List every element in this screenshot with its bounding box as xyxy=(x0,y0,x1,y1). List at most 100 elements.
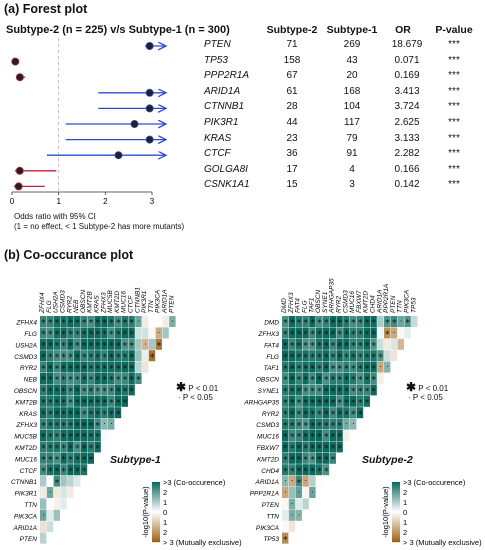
cooc2-cell-star: * xyxy=(310,433,315,443)
cooc2-cell-star: * xyxy=(324,398,329,408)
cooc2-legend-bar xyxy=(392,534,400,536)
forest-x-tick-label: 0 xyxy=(10,197,15,206)
forest-subtype1-count: 4 xyxy=(349,163,355,175)
cooc2-cell-star: * xyxy=(324,341,329,351)
cooc1-col-label: KMT2D xyxy=(114,291,121,313)
cooc1-cell xyxy=(40,487,47,498)
cooc2-cell xyxy=(384,327,391,339)
cooc2-cell xyxy=(322,338,330,350)
cooc1-cell-star: * xyxy=(96,421,101,431)
cooc1-cell xyxy=(135,327,142,339)
cooc1-cell-star: * xyxy=(55,455,60,465)
forest-subtype1-count: 269 xyxy=(343,39,361,50)
cooc2-col-label: PPP2R1A xyxy=(383,284,390,313)
cooc1-cell xyxy=(148,350,156,362)
cooc1-cell-star: * xyxy=(102,387,107,397)
cooc1-cell xyxy=(53,361,60,373)
cooc2-cell xyxy=(343,316,350,327)
cooc1-cell xyxy=(46,452,54,464)
cooc2-cell-star: * xyxy=(344,364,349,374)
cooc1-cell xyxy=(67,327,74,339)
cooc2-cell xyxy=(309,407,316,419)
cooc2-cell-star: * xyxy=(324,410,329,420)
cooc1-cell xyxy=(101,395,108,407)
cooc2-cell xyxy=(316,338,323,350)
cooc1-cell xyxy=(53,327,60,339)
cooc1-cell-star: * xyxy=(62,376,67,386)
cooc1-cell xyxy=(74,350,81,362)
cooc1-row-label: PIK3R1 xyxy=(15,491,38,498)
cooc1-legend-bar xyxy=(152,504,160,506)
cooc2-cell xyxy=(343,327,350,339)
sig-legend-star-2: ✱ P < 0.01 xyxy=(406,380,449,394)
cooc2-cell-star: * xyxy=(297,341,302,351)
cooc2-cell-star: * xyxy=(304,319,309,329)
forest-odds-ratio: 2.625 xyxy=(394,117,420,128)
cooc2-legend-bar xyxy=(392,509,400,511)
cooc1-cell xyxy=(80,338,88,350)
cooc2-cell xyxy=(302,338,309,350)
cooc1-legend-bar xyxy=(152,523,160,525)
cooc2-cell xyxy=(363,361,370,373)
cooc2-cell xyxy=(336,441,343,453)
cooc2-cell xyxy=(356,350,364,362)
cooc2-cell xyxy=(309,418,316,430)
cooc2-cell-star: * xyxy=(324,467,329,477)
cooc2-cell-star: * xyxy=(372,364,377,374)
cooc1-cell xyxy=(135,350,142,362)
cooc2-cell-star: * xyxy=(317,455,322,465)
cooc2-cell-star: * xyxy=(290,376,295,386)
cooc2-cell xyxy=(316,327,323,339)
cooc2-cell-star: * xyxy=(304,444,309,454)
cooc2-legend-bar xyxy=(392,501,400,503)
cooc1-cell-star: * xyxy=(109,330,114,340)
cooc2-cell-star: * xyxy=(331,364,336,374)
cooc2-cell-star: * xyxy=(338,353,343,363)
cooc1-cell xyxy=(67,338,74,350)
cooc2-legend-tick: 0 xyxy=(403,508,407,517)
cooc1-cell xyxy=(46,418,54,430)
cooc1-legend-bar xyxy=(152,541,160,543)
cooc1-cell-star: * xyxy=(116,410,121,420)
cooc2-cell xyxy=(343,338,350,350)
forest-section-title: (a) Forest plot xyxy=(4,2,88,16)
cooc1-cell-star: * xyxy=(48,364,53,374)
cooc2-cell xyxy=(329,452,336,464)
cooc2-row-label: FAT4 xyxy=(264,342,279,349)
cooc2-cell xyxy=(282,532,289,544)
cooc2-row-label: MUC16 xyxy=(257,434,279,441)
cooc2-cell-star: * xyxy=(317,421,322,431)
cooc1-legend-bar xyxy=(152,510,160,512)
cooc2-cell-star: * xyxy=(310,421,315,431)
forest-note-2: (1 = no effect, < 1 Subtype-2 has more m… xyxy=(14,222,185,231)
cooc2-cell xyxy=(322,464,330,476)
cooc1-cell xyxy=(94,384,101,396)
cooc1-cell xyxy=(87,452,94,464)
subtype1-label: Subtype-1 xyxy=(110,454,161,466)
cooc2-cell-star: * xyxy=(310,455,315,465)
cooc1-cell-star: * xyxy=(102,398,107,408)
cooc1-cell-star: * xyxy=(68,330,73,340)
cooc2-legend-bar xyxy=(392,496,400,498)
cooc1-cell-dot: · xyxy=(49,488,52,497)
cooc2-cell xyxy=(288,327,296,339)
cooc1-legend-bar xyxy=(152,482,160,484)
cooc1-cell xyxy=(101,338,108,350)
cooc2-cell xyxy=(309,464,316,476)
cooc1-cell xyxy=(142,338,149,350)
cooc2-cell-star: * xyxy=(283,455,288,465)
cooc1-cell xyxy=(87,373,94,384)
cooc2-cell-star: * xyxy=(358,387,363,397)
cooc1-cell xyxy=(60,327,67,339)
cooc2-cell xyxy=(363,338,370,350)
cooc2-cell-star: * xyxy=(283,387,288,397)
cooc1-cell xyxy=(67,452,74,464)
cooc2-cell-star: * xyxy=(331,410,336,420)
cooc2-cell xyxy=(282,418,289,430)
cooc1-cell xyxy=(60,418,67,430)
cooc1-cell-star: * xyxy=(96,444,101,454)
cooc1-cell xyxy=(128,338,135,350)
cooc1-cell xyxy=(53,498,60,510)
cooc1-col-label: PIK3CA xyxy=(155,290,162,313)
cooc2-cell-star: * xyxy=(297,376,302,386)
